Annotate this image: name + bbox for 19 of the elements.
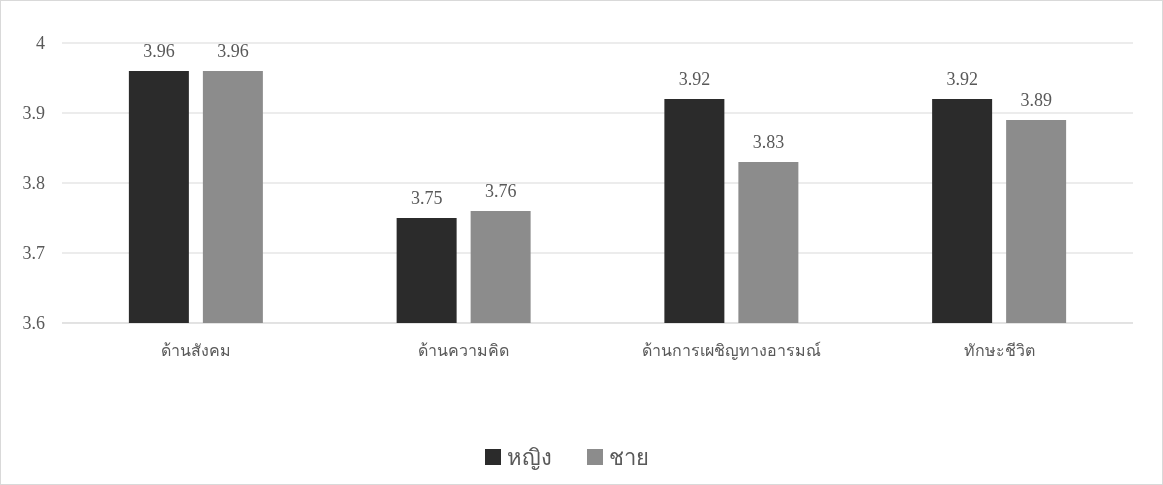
data-label: 3.75 [410,188,443,208]
data-label: 3.96 [143,41,175,61]
x-tick-label: ด้านการเผชิญทางอารมณ์ [641,341,821,360]
y-tick-label: 4 [36,33,45,53]
data-label: 3.89 [1020,90,1052,110]
data-label: 3.76 [484,181,517,201]
x-tick-label: ด้านความคิด [418,342,510,359]
data-label: 3.92 [678,69,711,89]
x-tick-label: ด้านสังคม [160,342,231,359]
data-label: 3.83 [752,132,785,152]
data-label: 3.96 [217,41,249,61]
x-tick-label: ทักษะชีวิต [963,342,1035,359]
y-tick-label: 3.9 [22,103,45,123]
legend-label: หญิง [507,445,552,470]
legend-label: ชาย [609,445,649,470]
y-tick-label: 3.7 [22,243,45,263]
data-label: 3.92 [946,69,978,89]
y-tick-label: 3.8 [22,173,45,193]
y-tick-label: 3.6 [22,313,45,333]
